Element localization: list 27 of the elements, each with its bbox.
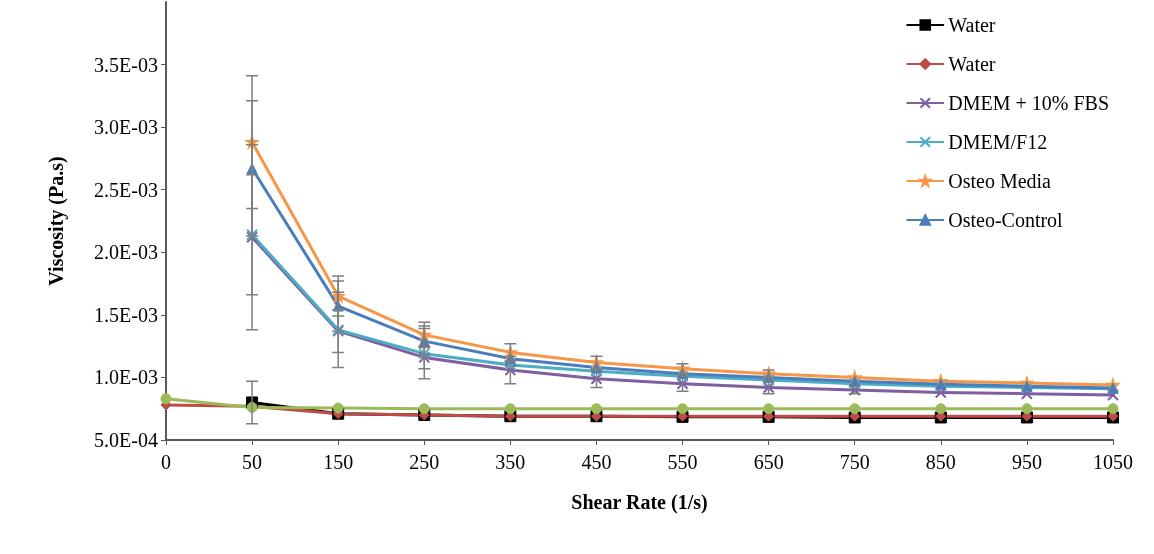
y-axis-title: Viscosity (Pa.s): [45, 156, 68, 286]
x-tick-label: 450: [581, 451, 612, 473]
y-tick-label: 5.0E-04: [94, 429, 158, 451]
y-tick-label: 3.5E-03: [94, 53, 158, 76]
x-tick-label: 350: [495, 451, 526, 473]
x-tick-label: 0: [161, 451, 171, 473]
legend-label: Osteo-Control: [948, 209, 1064, 231]
y-tick-label: 2.0E-03: [94, 241, 158, 264]
y-tick-label: 3.0E-03: [94, 116, 158, 139]
y-tick-label: 1.5E-03: [94, 303, 158, 326]
x-tick-label: 950: [1011, 451, 1042, 473]
x-tick-label: 650: [753, 451, 784, 473]
legend-label: DMEM/F12: [948, 131, 1048, 153]
legend-label: Osteo Media: [948, 170, 1052, 192]
x-tick-label: 250: [409, 451, 440, 473]
x-axis-title: Shear Rate (1/s): [571, 491, 708, 514]
y-tick-label: 1.0E-03: [94, 366, 158, 389]
x-tick-label: 550: [667, 451, 698, 473]
x-tick-label: 850: [925, 451, 956, 473]
y-tick-label: 2.5E-03: [94, 178, 158, 201]
x-tick-label: 1050: [1093, 451, 1133, 473]
legend-label: Water: [948, 53, 996, 75]
legend-label: DMEM + 10% FBS: [948, 92, 1110, 114]
x-tick-label: 150: [323, 451, 354, 473]
x-tick-label: 750: [839, 451, 870, 473]
legend-label: Water: [948, 14, 996, 36]
x-tick-label: 50: [242, 451, 263, 473]
